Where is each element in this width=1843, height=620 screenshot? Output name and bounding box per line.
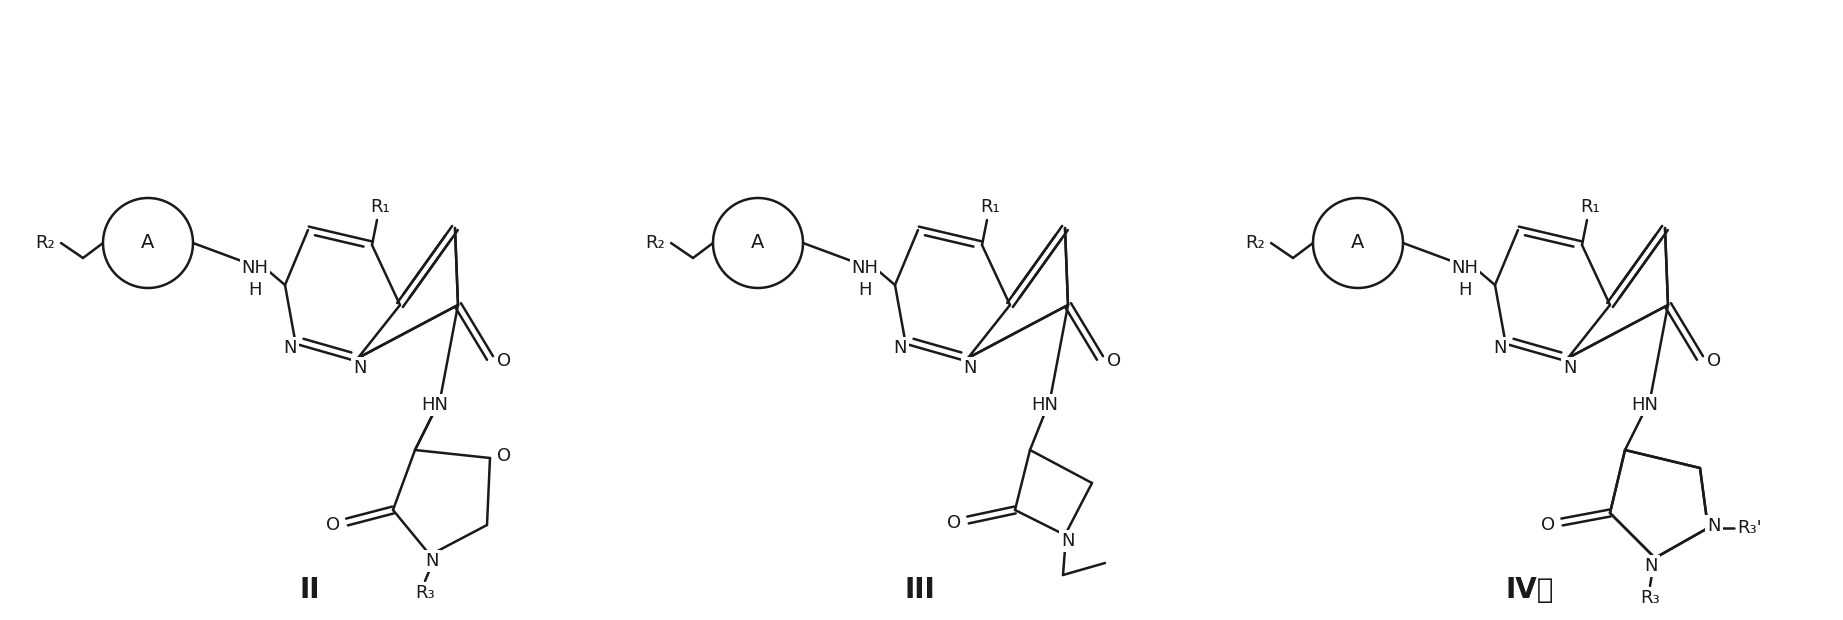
Text: A: A <box>1351 234 1364 252</box>
Text: N: N <box>1563 359 1578 377</box>
Text: R₂: R₂ <box>35 234 55 252</box>
Text: R₁: R₁ <box>370 198 391 216</box>
Text: N: N <box>1062 532 1074 550</box>
Text: HN: HN <box>422 396 448 414</box>
Text: O: O <box>498 447 511 465</box>
Text: R₁: R₁ <box>980 198 1001 216</box>
Text: N: N <box>1707 517 1721 535</box>
Text: N: N <box>426 552 439 570</box>
Text: II: II <box>300 576 321 604</box>
Text: NH: NH <box>851 259 879 277</box>
Text: H: H <box>859 281 872 299</box>
Text: N: N <box>284 339 297 357</box>
Text: NH: NH <box>1452 259 1478 277</box>
Text: HN: HN <box>1631 396 1659 414</box>
Text: N: N <box>1644 557 1657 575</box>
Text: O: O <box>326 516 341 534</box>
Text: IV。: IV。 <box>1506 576 1554 604</box>
Text: O: O <box>947 514 960 532</box>
Text: O: O <box>1541 516 1555 534</box>
Text: O: O <box>1707 352 1721 370</box>
Text: R₃': R₃' <box>1738 519 1762 537</box>
Text: H: H <box>1458 281 1473 299</box>
Text: A: A <box>142 234 155 252</box>
Text: R₂: R₂ <box>1246 234 1264 252</box>
Text: H: H <box>249 281 262 299</box>
Text: N: N <box>354 359 367 377</box>
Text: R₁: R₁ <box>1579 198 1600 216</box>
Text: R₃: R₃ <box>415 584 435 602</box>
Text: O: O <box>498 352 511 370</box>
Text: N: N <box>964 359 977 377</box>
Text: A: A <box>752 234 765 252</box>
Text: N: N <box>1493 339 1508 357</box>
Text: N: N <box>894 339 907 357</box>
Text: O: O <box>1108 352 1121 370</box>
Text: NH: NH <box>241 259 269 277</box>
Text: R₃: R₃ <box>1640 589 1661 607</box>
Text: III: III <box>905 576 936 604</box>
Text: R₂: R₂ <box>645 234 665 252</box>
Text: HN: HN <box>1032 396 1058 414</box>
